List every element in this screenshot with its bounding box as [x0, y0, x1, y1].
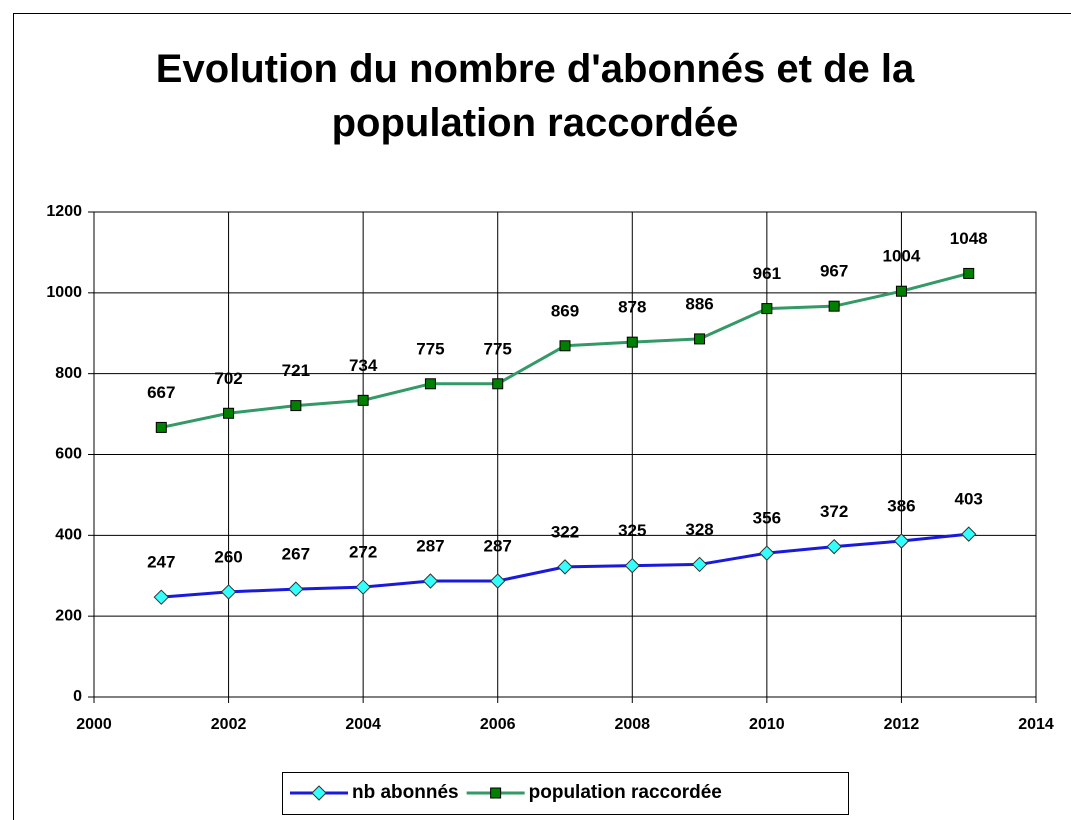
- data-label: 1004: [883, 247, 921, 266]
- data-label: 247: [147, 553, 175, 572]
- data-label: 322: [551, 522, 579, 541]
- x-tick-label: 2004: [345, 716, 381, 733]
- legend-marker: [311, 785, 327, 801]
- x-tick-label: 2000: [76, 716, 112, 733]
- point-marker: [828, 300, 840, 312]
- point-marker: [961, 526, 977, 542]
- point-marker: [694, 333, 706, 345]
- point-marker: [557, 559, 573, 575]
- y-tick-label: 200: [55, 607, 82, 624]
- point-marker: [223, 407, 235, 419]
- x-tick-label: 2012: [884, 716, 920, 733]
- data-label: 403: [955, 490, 983, 509]
- point-marker: [153, 589, 169, 605]
- y-tick-label: 1000: [46, 284, 82, 301]
- point-marker: [220, 584, 237, 600]
- data-label: 260: [214, 547, 242, 566]
- point-marker: [492, 378, 504, 390]
- data-label: 287: [416, 536, 444, 555]
- y-tick-label: 800: [55, 365, 82, 382]
- point-marker: [691, 556, 708, 573]
- y-tick-label: 0: [73, 688, 82, 705]
- data-label: 328: [685, 520, 713, 539]
- data-label: 372: [820, 502, 848, 521]
- data-label: 325: [618, 521, 646, 540]
- point-marker: [424, 378, 436, 390]
- point-marker: [490, 573, 506, 589]
- y-tick-label: 400: [55, 527, 82, 544]
- legend-box: [282, 772, 849, 815]
- point-marker: [826, 538, 842, 555]
- point-marker: [559, 340, 571, 352]
- x-tick-label: 2002: [211, 716, 247, 733]
- data-label: 961: [753, 264, 781, 283]
- data-label: 386: [887, 496, 915, 515]
- point-marker: [355, 579, 371, 595]
- data-label: 775: [484, 339, 512, 358]
- data-label: 287: [484, 536, 512, 555]
- point-marker: [893, 533, 910, 549]
- legend-label: population raccordée: [529, 782, 722, 803]
- point-marker: [963, 267, 975, 279]
- data-label: 886: [685, 294, 713, 313]
- data-label: 869: [551, 301, 579, 320]
- data-label: 356: [753, 509, 781, 528]
- x-tick-label: 2010: [749, 716, 785, 733]
- data-label: 667: [147, 383, 175, 402]
- x-tick-label: 2006: [480, 716, 516, 733]
- data-label: 878: [618, 298, 646, 317]
- data-label: 1048: [950, 229, 988, 248]
- point-marker: [759, 545, 775, 561]
- data-label: 702: [214, 369, 242, 388]
- y-tick-label: 1200: [46, 203, 82, 220]
- data-label: 734: [349, 356, 378, 375]
- data-label: 967: [820, 262, 848, 281]
- data-label: 721: [282, 361, 310, 380]
- data-label: 267: [282, 545, 310, 564]
- x-tick-label: 2008: [614, 716, 650, 733]
- y-tick-label: 600: [55, 446, 82, 463]
- point-marker: [357, 394, 369, 406]
- point-marker: [761, 303, 773, 315]
- point-marker: [626, 336, 638, 348]
- chart-border: [13, 13, 1071, 820]
- point-marker: [155, 421, 167, 433]
- point-marker: [422, 573, 439, 589]
- point-marker: [895, 285, 907, 297]
- data-label: 775: [416, 339, 444, 358]
- point-marker: [624, 557, 640, 574]
- x-tick-label: 2014: [1018, 716, 1054, 733]
- data-label: 272: [349, 543, 377, 562]
- point-marker: [290, 400, 302, 412]
- point-marker: [288, 581, 304, 597]
- chart-title: Evolution du nombre d'abonnés et de la p…: [155, 47, 915, 145]
- legend-marker: [490, 787, 502, 799]
- legend-label: nb abonnés: [352, 782, 459, 803]
